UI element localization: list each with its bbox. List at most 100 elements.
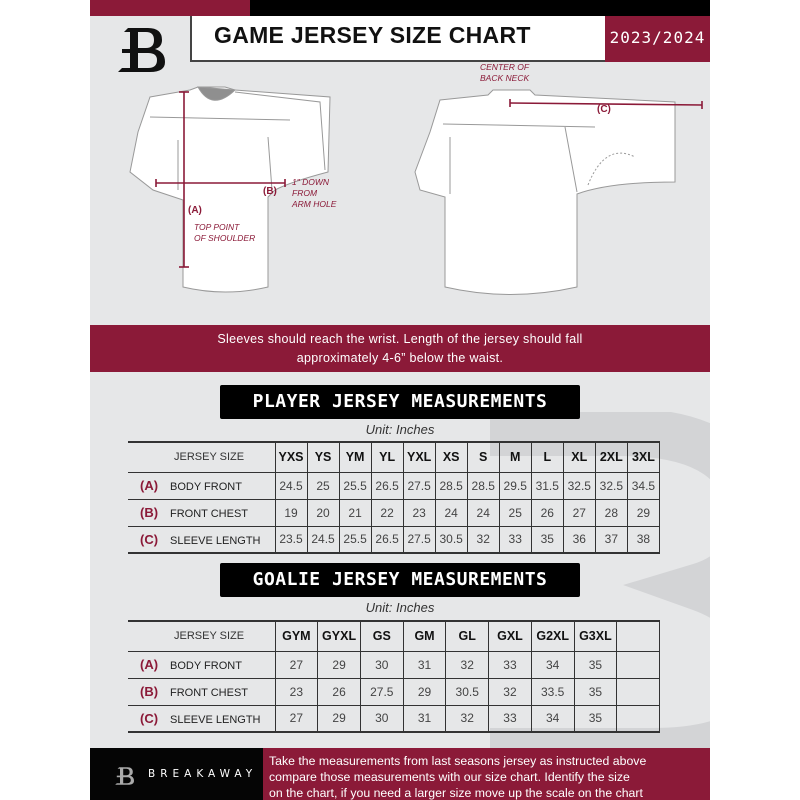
row-code: (A)	[140, 657, 159, 672]
size-column-header: M	[498, 441, 532, 473]
row-code: (B)	[140, 505, 159, 520]
measurement-cell: 29	[402, 677, 447, 706]
measurement-cell: 19	[274, 498, 308, 527]
size-column-header: YL	[370, 441, 404, 473]
size-column-header: GXL	[488, 620, 532, 652]
footer-brand: BREAKAWAY	[90, 748, 263, 800]
goalie-size-table: JERSEY SIZE GYM GYXL GS GM GL GXL G2XL G3XL (A) BO…	[128, 620, 660, 733]
measurement-cell: 29.5	[498, 471, 532, 500]
player-unit: Unit: Inches	[365, 422, 435, 437]
note-line: TOP POINT	[194, 222, 240, 232]
measurement-cell: 29	[626, 498, 661, 527]
note-line: BACK NECK	[480, 73, 530, 83]
measurement-cell: 25	[498, 498, 532, 527]
player-section-title: PLAYER JERSEY MEASUREMENTS	[220, 385, 580, 419]
size-column-header	[616, 620, 660, 652]
b-logo-icon	[118, 28, 165, 72]
table-row: (B) FRONT CHEST 23 26 27.5 29 30.5 32 33.5 35	[128, 677, 660, 706]
measurement-cell: 31.5	[530, 471, 564, 500]
top-accent-bar	[90, 0, 250, 16]
size-column-header: YS	[306, 441, 340, 473]
measurement-cell: 33	[488, 704, 532, 733]
measurement-cell	[616, 677, 660, 706]
size-header-label: JERSEY SIZE	[128, 620, 276, 652]
row-code: (C)	[140, 710, 159, 726]
footer-line: on the chart, if you need a larger size …	[269, 786, 643, 800]
note-line: 1" DOWN	[292, 177, 330, 187]
row-name: BODY FRONT	[170, 481, 242, 493]
size-chart-page: GAME JERSEY SIZE CHART 2023/2024 (A	[90, 0, 710, 800]
row-name: SLEEVE LENGTH	[170, 534, 261, 547]
measurement-cell	[616, 650, 660, 679]
instructions-band: Sleeves should reach the wrist. Length o…	[90, 325, 710, 372]
measurement-cell: 27.5	[402, 525, 436, 554]
measurement-cell: 27	[274, 704, 319, 733]
measurement-cell: 32	[466, 525, 500, 554]
measurement-cell: 33	[498, 525, 532, 554]
measurement-cell: 34.5	[626, 471, 661, 500]
measurement-cell: 30.5	[434, 525, 468, 554]
table-row: (B) FRONT CHEST 19 20 21 22 23 24 24 25 26 27 28 29	[128, 498, 661, 527]
measurement-cell: 24.5	[306, 525, 340, 554]
measurement-cell: 24	[434, 498, 468, 527]
measurement-cell: 23.5	[274, 525, 308, 554]
measurement-cell: 32	[488, 677, 532, 706]
size-column-header: XL	[562, 441, 596, 473]
measurement-cell: 35	[573, 650, 618, 679]
label-c: (C)	[597, 104, 611, 115]
footer-instructions: Take the measurements from last seasons …	[263, 748, 710, 800]
size-column-header: S	[466, 441, 500, 473]
measurement-cell: 26.5	[370, 471, 404, 500]
footer-line: compare those measurements with our size…	[269, 770, 630, 784]
measurement-cell: 38	[626, 525, 661, 554]
size-header-label: JERSEY SIZE	[128, 441, 276, 473]
measurement-cell: 25	[306, 471, 340, 500]
measurement-cell: 28	[594, 498, 628, 527]
label-b: (B)	[263, 186, 277, 197]
header-row: JERSEY SIZE GYM GYXL GS GM GL GXL G2XL G3XL	[128, 620, 660, 652]
row-name: BODY FRONT	[170, 660, 242, 672]
label-a: (A)	[188, 205, 202, 216]
measurement-cell: 27	[562, 498, 596, 527]
measurement-cell: 30.5	[445, 677, 490, 706]
size-column-header: G2XL	[530, 620, 575, 652]
size-column-header: G3XL	[573, 620, 618, 652]
measurement-cell: 32.5	[562, 471, 596, 500]
measurement-cell: 37	[594, 525, 628, 554]
page-title: GAME JERSEY SIZE CHART	[190, 16, 605, 62]
table-row: (C) SLEEVE LENGTH 23.5 24.5 25.5 26.5 27.5 30.5…	[128, 525, 661, 554]
table-row: (A) BODY FRONT 24.5 25 25.5 26.5 27.5 28.5 28.5 2…	[128, 471, 661, 500]
measurement-cell: 31	[402, 704, 447, 733]
measurement-cell: 23	[402, 498, 436, 527]
measurement-cell: 35	[573, 677, 618, 706]
table-row: (A) BODY FRONT 27 29 30 31 32 33 34 35	[128, 650, 660, 679]
measure-line-c	[509, 102, 703, 106]
footer-line: Take the measurements from last seasons …	[269, 754, 647, 768]
size-column-header: 3XL	[626, 441, 661, 473]
measurement-cell: 25.5	[338, 525, 372, 554]
note-line: FROM	[292, 188, 318, 198]
row-label: (C) SLEEVE LENGTH	[128, 704, 276, 733]
measurement-cell: 27.5	[359, 677, 404, 706]
table-row: (C) SLEEVE LENGTH 27 29 30 31 32 33 34 35	[128, 704, 660, 733]
row-name: SLEEVE LENGTH	[170, 713, 261, 726]
row-name: FRONT CHEST	[170, 508, 249, 520]
row-code: (B)	[140, 684, 159, 699]
measurement-cell: 22	[370, 498, 404, 527]
size-column-header: GM	[402, 620, 447, 652]
measurement-cell: 36	[562, 525, 596, 554]
size-column-header: YXS	[274, 441, 308, 473]
measurement-cell	[616, 704, 660, 733]
b-watermark-icon	[490, 412, 710, 752]
row-label: (A) BODY FRONT	[128, 471, 276, 500]
measurement-cell: 27.5	[402, 471, 436, 500]
measurement-cell: 21	[338, 498, 372, 527]
size-column-header: XS	[434, 441, 468, 473]
row-name: FRONT CHEST	[170, 687, 249, 699]
measurement-cell: 27	[274, 650, 319, 679]
size-column-header: GS	[359, 620, 404, 652]
measurement-cell: 26	[317, 677, 361, 706]
measurement-cell: 35	[573, 704, 618, 733]
size-column-header: L	[530, 441, 564, 473]
size-column-header: 2XL	[594, 441, 628, 473]
